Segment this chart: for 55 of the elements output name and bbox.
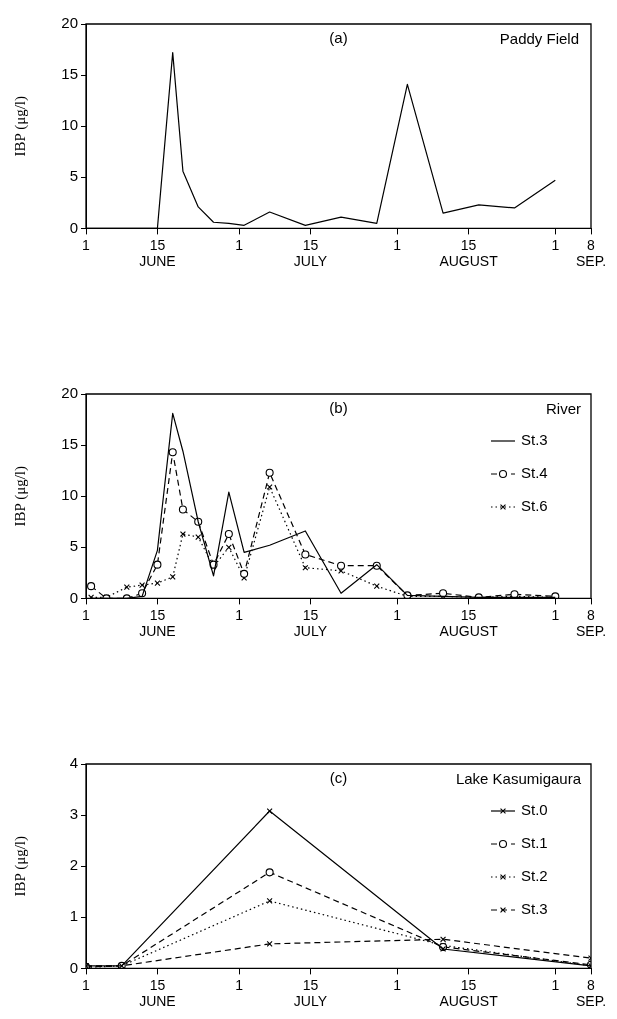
legend-label: St.2 <box>521 867 548 885</box>
y-tick-label: 15 <box>61 65 78 83</box>
y-tick-label: 0 <box>69 218 78 236</box>
x-tick-label: 15 JUNE <box>139 976 176 1010</box>
y-tick-label: 4 <box>69 754 78 772</box>
x-tick-label: 1 <box>551 976 560 993</box>
y-axis-title: IBP (μg/l) <box>11 466 29 527</box>
x-tick-label: 8 SEP. <box>575 236 607 270</box>
x-tick-label: 8 SEP. <box>575 606 607 640</box>
x-tick-label: 15 AUGUST <box>439 976 499 1010</box>
x-tick-label: 1 <box>235 236 244 253</box>
y-tick-label: 0 <box>69 588 78 606</box>
x-tick-label: 1 <box>393 976 402 993</box>
x-tick-label: 1 <box>393 236 402 253</box>
x-tick-label: 15 JULY <box>293 236 328 270</box>
y-tick-label: 10 <box>61 116 78 134</box>
legend-label: St.4 <box>521 464 548 482</box>
x-tick-label: 15 JULY <box>293 606 328 640</box>
y-tick-label: 10 <box>61 486 78 504</box>
legend-label: St.3 <box>521 900 548 918</box>
legend-title: Lake Kasumigaura <box>455 770 582 788</box>
y-tick-label: 20 <box>61 384 78 402</box>
y-tick-label: 1 <box>69 907 78 925</box>
y-tick-label: 0 <box>69 958 78 976</box>
y-tick-label: 2 <box>69 856 78 874</box>
y-tick-label: 5 <box>69 537 78 555</box>
y-tick-label: 20 <box>61 14 78 32</box>
x-tick-label: 1 <box>82 606 91 623</box>
x-tick-label: 1 <box>235 976 244 993</box>
y-axis-title: IBP (μg/l) <box>11 96 29 157</box>
chart-title: (c) <box>329 769 348 787</box>
x-tick-label: 1 <box>82 976 91 993</box>
legend-label: St.6 <box>521 497 548 515</box>
x-tick-label: 15 AUGUST <box>439 606 499 640</box>
chart-title: (b) <box>329 399 348 417</box>
legend-label: St.3 <box>521 431 548 449</box>
y-tick-label: 5 <box>69 167 78 185</box>
x-tick-label: 15 JUNE <box>139 236 176 270</box>
x-tick-label: 1 <box>393 606 402 623</box>
x-tick-label: 15 AUGUST <box>439 236 499 270</box>
x-tick-label: 15 JULY <box>293 976 328 1010</box>
chart-title: (a) <box>329 29 348 47</box>
legend-label: St.1 <box>521 834 548 852</box>
x-tick-label: 1 <box>235 606 244 623</box>
legend-title: River <box>545 400 581 418</box>
x-tick-label: 1 <box>82 236 91 253</box>
y-axis-title: IBP (μg/l) <box>11 836 29 897</box>
x-tick-label: 8 SEP. <box>575 976 607 1010</box>
x-tick-label: 15 JUNE <box>139 606 176 640</box>
annotation: Paddy Field <box>499 30 579 48</box>
x-tick-label: 1 <box>551 236 560 253</box>
y-tick-label: 15 <box>61 435 78 453</box>
legend-label: St.0 <box>521 801 548 819</box>
y-tick-label: 3 <box>69 805 78 823</box>
x-tick-label: 1 <box>551 606 560 623</box>
